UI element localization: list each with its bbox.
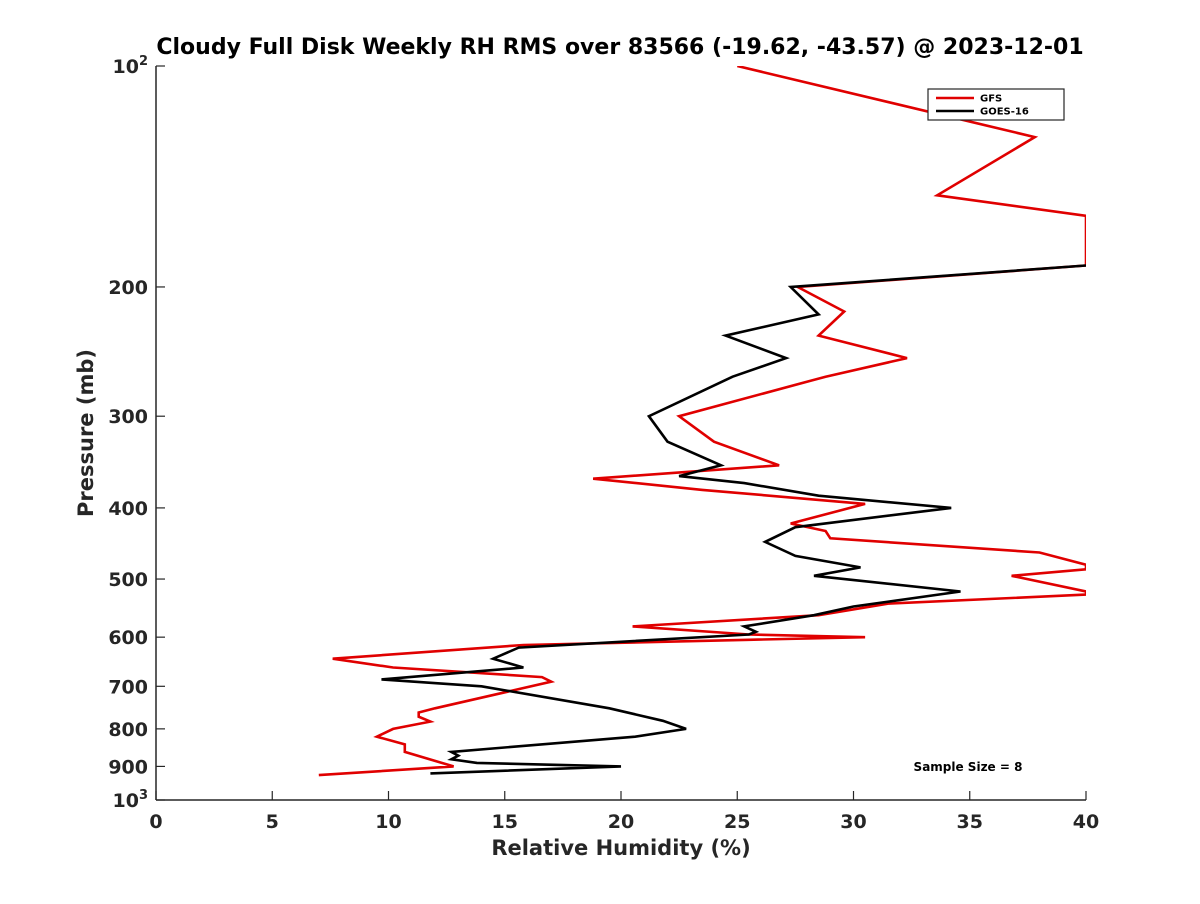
x-tick-label: 10 [375, 811, 401, 833]
y-tick-label: 700 [108, 676, 148, 698]
x-tick-label: 15 [492, 811, 518, 833]
x-tick-label: 0 [149, 811, 162, 833]
legend-label-gfs: GFS [980, 94, 1002, 105]
series-layer [318, 66, 1086, 777]
x-tick-label: 35 [957, 811, 983, 833]
x-axis-label: Relative Humidity (%) [491, 836, 750, 860]
x-ticks: 0 5 10 15 20 25 30 35 40 [149, 791, 1099, 833]
series-line-gfs [318, 66, 1086, 777]
legend-box [927, 88, 1065, 121]
legend: GFS GOES-16 [927, 88, 1065, 121]
plot-area [156, 66, 1086, 800]
y-tick-label-power: 102 [113, 54, 149, 78]
series-line-goes16 [381, 264, 1086, 775]
y-tick-label: 900 [108, 756, 148, 778]
x-tick-label: 20 [608, 811, 634, 833]
y-tick-label: 600 [108, 627, 148, 649]
sample-size-annotation: Sample Size = 8 [914, 760, 1023, 774]
y-tick-label-power: 103 [113, 788, 149, 812]
y-tick-label: 200 [108, 277, 148, 299]
x-tick-label: 5 [266, 811, 279, 833]
y-ticks: 200 300 400 500 600 700 800 900 102 103 [108, 54, 165, 812]
y-tick-label: 300 [108, 406, 148, 428]
x-tick-label: 30 [840, 811, 866, 833]
y-axis-label: Pressure (mb) [74, 349, 98, 517]
y-tick-label: 500 [108, 569, 148, 591]
y-tick-label: 400 [108, 498, 148, 520]
legend-label-goes16: GOES-16 [980, 107, 1029, 118]
chart-title: Cloudy Full Disk Weekly RH RMS over 8356… [156, 35, 1083, 60]
x-tick-label: 40 [1073, 811, 1099, 833]
y-tick-label: 800 [108, 719, 148, 741]
x-tick-label: 25 [724, 811, 750, 833]
